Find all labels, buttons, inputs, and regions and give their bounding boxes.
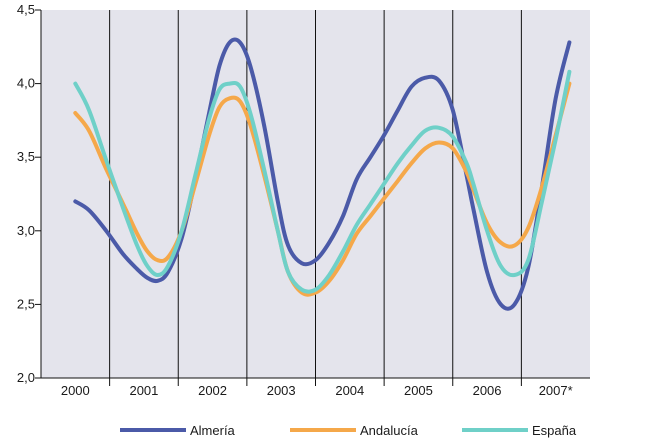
y-tick-label: 4,0 (17, 76, 35, 91)
series-layer (73, 37, 572, 311)
x-tick-label: 2003 (267, 383, 296, 398)
x-tick-label: 2006 (473, 383, 502, 398)
legend-label: España (532, 423, 577, 438)
legend-label: Andalucía (360, 423, 419, 438)
y-axis: 2,0 2,5 3,0 3,5 4,0 4,5 (17, 2, 42, 385)
legend-label: Almería (190, 423, 236, 438)
y-tick-label: 2,5 (17, 296, 35, 311)
x-tick-label: 2007* (539, 383, 573, 398)
y-tick-label: 4,5 (17, 2, 35, 17)
x-tick-label: 2005 (404, 383, 433, 398)
x-axis: 2000 2001 2002 2003 2004 2005 2006 2007* (41, 377, 590, 398)
y-tick-label: 2,0 (17, 370, 35, 385)
x-tick-label: 2004 (335, 383, 364, 398)
y-tick-label: 3,5 (17, 149, 35, 164)
y-tick-label: 3,0 (17, 223, 35, 238)
series-line-almeria (73, 37, 572, 311)
x-tick-label: 2001 (129, 383, 158, 398)
year-separators (109, 10, 522, 386)
x-tick-label: 2002 (198, 383, 227, 398)
series-line-espana (73, 69, 572, 294)
x-tick-label: 2000 (61, 383, 90, 398)
legend: Almería Andalucía España (120, 423, 577, 438)
